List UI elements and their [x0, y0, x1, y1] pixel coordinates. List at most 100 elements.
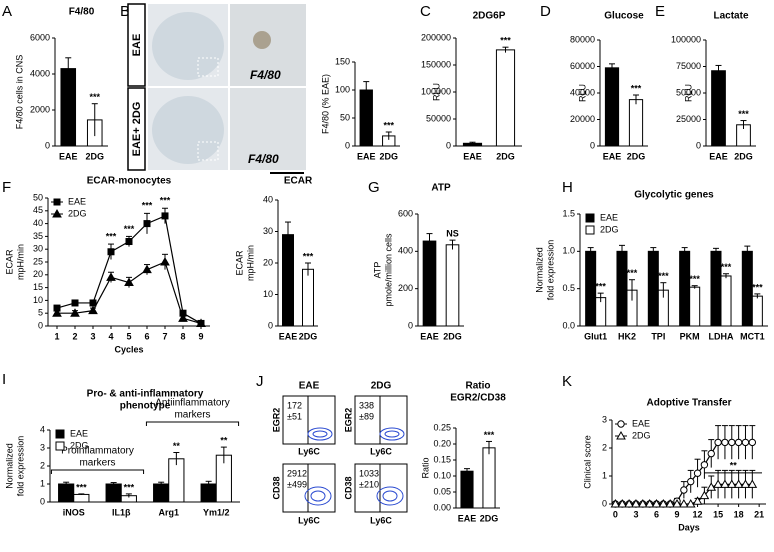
y-tick-label: 0.10: [433, 470, 451, 480]
bar: [751, 295, 763, 327]
y-tick-label: 10: [33, 295, 43, 305]
significance: ***: [721, 262, 732, 272]
chart-title: ATP: [431, 183, 451, 194]
gate-error: ±499: [287, 479, 307, 489]
stain-label: F4/80: [248, 152, 279, 166]
x-tick-label: EAE: [603, 151, 622, 161]
panel-letter: J: [256, 373, 264, 390]
y-tick-label: 150000: [421, 59, 451, 69]
y-axis-label: ECAR: [234, 250, 244, 276]
bar: [647, 250, 659, 327]
micrograph: [230, 88, 306, 170]
marker: [644, 498, 655, 508]
bar: [585, 250, 597, 327]
legend-label: 2DG: [70, 440, 89, 450]
x-tick-label: 18: [734, 509, 744, 519]
bracket-label: Proinflammatory: [61, 446, 134, 457]
bar: [422, 240, 437, 327]
marker: [720, 479, 730, 488]
legend-swatch: [55, 429, 65, 439]
panel-letter: C: [420, 3, 431, 20]
marker: [734, 438, 743, 447]
y-tick-label: 2000: [30, 104, 50, 114]
x-axis-label: Ly6C: [370, 515, 392, 525]
bar: [460, 470, 474, 509]
gate-error: ±51: [287, 411, 302, 421]
marker: [728, 438, 736, 447]
marker: [52, 208, 62, 218]
bracket: [145, 421, 240, 426]
x-tick-label: LDHA: [709, 331, 734, 341]
marker: [714, 438, 722, 447]
x-tick-label: PKM: [680, 331, 700, 341]
marker: [70, 308, 80, 317]
marker: [687, 477, 695, 486]
column-title: 2DG: [371, 381, 392, 392]
x-tick-label: 15: [713, 509, 723, 519]
y-tick-label: 0: [40, 496, 45, 506]
x-tick-label: EAE: [357, 151, 376, 161]
y-tick-label: 20000: [570, 114, 595, 124]
legend-swatch: [585, 213, 595, 223]
gate-count: 2912: [287, 468, 307, 478]
significance: ***: [752, 282, 763, 292]
bar: [628, 99, 644, 147]
y-tick-label: 5: [38, 308, 43, 318]
tissue: [152, 12, 224, 80]
y-axis-label: ATP: [372, 262, 382, 279]
y-tick-label: 2: [602, 442, 607, 452]
bar: [153, 483, 170, 503]
marker: [160, 256, 170, 266]
x-tick-label: 6: [654, 509, 659, 519]
y-tick-label: 1.0: [562, 246, 575, 256]
significance: ***: [76, 482, 87, 492]
panel-letter: E: [655, 3, 665, 20]
y-tick-label: 3: [40, 442, 45, 452]
bar: [604, 67, 620, 147]
y-tick-label: 400: [398, 246, 413, 256]
chart-title: F4/80: [69, 7, 95, 18]
flow-plots: J EAE 2DG 172 ±51 EGR2 Ly6C 338 ±89 EGR2…: [256, 373, 408, 525]
bracket-label: markers: [174, 410, 210, 421]
zoom-box: [197, 141, 219, 161]
significance: ***: [484, 430, 495, 440]
y-tick-label: 100000: [421, 86, 451, 96]
marker: [706, 482, 717, 491]
plot-frame: [354, 463, 408, 513]
bar: [616, 250, 628, 327]
legend-label: 2DG: [632, 430, 651, 440]
marker: [747, 479, 758, 488]
chart-title: Pro- & anti-inflammatory: [87, 389, 204, 400]
y-tick-label: 100: [335, 84, 350, 94]
x-tick-label: EAE: [279, 331, 298, 341]
marker: [748, 438, 757, 447]
significance: ***: [595, 282, 606, 292]
row-frame: [127, 87, 146, 171]
legend-swatch: [55, 441, 65, 451]
significance: ***: [631, 83, 642, 93]
bar: [445, 244, 460, 327]
marker: [89, 299, 97, 307]
x-axis-label: Ly6C: [298, 515, 320, 525]
x-tick-label: 9: [675, 509, 680, 519]
significance: ***: [689, 274, 700, 284]
y-tick-label: 20: [263, 257, 273, 267]
x-tick-label: HK2: [618, 331, 636, 341]
x-tick-label: 2DG: [480, 513, 499, 523]
bar: [720, 275, 732, 327]
x-tick-label: 2DG: [299, 331, 318, 341]
marker: [88, 305, 98, 315]
x-tick-label: 8: [180, 331, 185, 341]
y-tick-label: 0: [408, 320, 413, 330]
y-tick-label: 600: [398, 208, 413, 218]
x-tick-label: 2DG: [379, 151, 398, 161]
contour: [379, 427, 405, 441]
x-tick-label: TPI: [651, 331, 665, 341]
significance: **: [173, 441, 181, 451]
contour: [376, 486, 404, 506]
significance: ***: [303, 251, 314, 261]
x-tick-label: 3: [90, 331, 95, 341]
contour: [307, 427, 333, 441]
marker: [161, 212, 169, 220]
legend-label: 2DG: [600, 224, 619, 234]
